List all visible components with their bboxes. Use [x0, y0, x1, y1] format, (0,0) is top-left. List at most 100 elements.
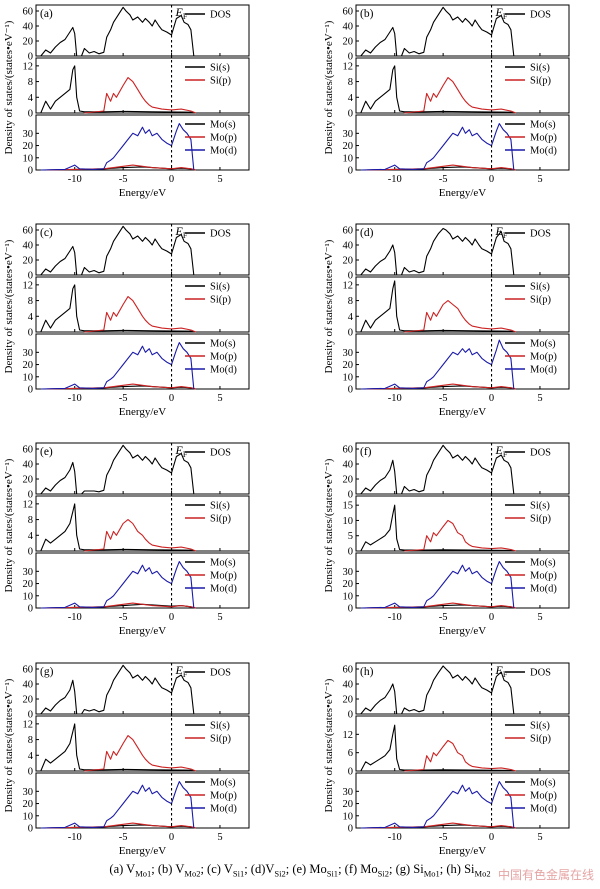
y-tick-label: 10: [343, 591, 354, 602]
y-tick-label: 20: [23, 37, 34, 48]
y-tick-label: 0: [348, 710, 353, 721]
series-line-dos: [40, 444, 195, 495]
y-tick-label: 0: [28, 166, 33, 177]
subplot-frame-b-0: [355, 4, 570, 57]
panel-label: (a): [40, 8, 53, 20]
subplot-frame-f-2: [355, 552, 570, 609]
series-line-sip: [84, 519, 197, 552]
y-tick-label: 40: [343, 22, 354, 33]
subplot-frame-h-2: [355, 772, 570, 829]
x-tick-label: -5: [119, 174, 128, 185]
y-tick-label: 12: [23, 280, 34, 291]
legend-label: Mo(p): [530, 352, 557, 363]
caption-subscript: Mo2: [184, 868, 201, 879]
subplot-frame-c-0: [35, 223, 250, 276]
watermark: 中国有色金属在线: [497, 868, 594, 882]
y-axis-title: Density of states/(states•eV⁻¹): [323, 239, 335, 373]
y-tick-label: 10: [23, 153, 34, 164]
caption-subscript: Mo2: [474, 868, 491, 879]
x-tick-label: -5: [119, 612, 128, 623]
y-tick-label: 60: [23, 7, 34, 18]
x-tick-label: -5: [119, 393, 128, 404]
y-axis-title: Density of states/(states•eV⁻¹): [323, 20, 335, 154]
fermi-label: EF: [495, 224, 508, 240]
legend-label: Si(s): [210, 63, 230, 74]
series-line-sip: [404, 77, 517, 114]
fermi-label: EF: [175, 5, 188, 21]
series-line-mod: [360, 561, 515, 609]
x-tick-label: 5: [217, 393, 222, 404]
y-tick-label: 0: [28, 52, 33, 63]
y-tick-label: 20: [343, 256, 354, 267]
subplot-frame-h-0: [355, 662, 570, 715]
series-line-mod: [360, 339, 515, 390]
series-line-mod: [40, 342, 195, 390]
y-tick-label: 20: [23, 141, 34, 152]
y-tick-label: 20: [23, 475, 34, 486]
fermi-label: EF: [175, 443, 188, 459]
caption-text: ; (d)V: [244, 862, 275, 876]
fermi-label-sub: F: [503, 231, 508, 240]
y-tick-label: 4: [348, 312, 354, 323]
y-tick-label: 30: [23, 567, 34, 578]
x-axis-title: Energy/eV: [119, 845, 167, 857]
y-axis-title: Density of states/(states•eV⁻¹): [323, 458, 335, 592]
x-tick-label: 0: [489, 832, 494, 843]
subplot-frame-e-2: [35, 552, 250, 609]
y-tick-label: 0: [28, 328, 33, 339]
fermi-label: EF: [495, 443, 508, 459]
legend-label: Mo(s): [530, 778, 556, 789]
subplot-frame-e-1: [35, 495, 250, 552]
y-tick-label: 12: [23, 61, 34, 72]
y-tick-label: 0: [348, 271, 353, 282]
x-tick-label: -5: [439, 612, 448, 623]
fermi-label: EF: [495, 5, 508, 21]
series-line-sip: [404, 300, 517, 333]
series-line-sis: [360, 724, 516, 772]
fermi-label: EF: [495, 663, 508, 679]
y-tick-label: 20: [23, 579, 34, 590]
subplot-frame-b-2: [355, 114, 570, 171]
y-tick-label: 8: [348, 296, 353, 307]
legend-label: Si(s): [530, 501, 550, 512]
figure-caption: (a) VMo1; (b) VMo2; (c) VSi1; (d)VSi2; (…: [0, 862, 600, 879]
x-tick-label: 0: [489, 174, 494, 185]
caption-subscript: Mo1: [135, 868, 152, 879]
y-tick-label: 15: [343, 501, 354, 512]
subplot-frame-c-1: [35, 276, 250, 333]
x-tick-label: 5: [537, 174, 542, 185]
y-tick-label: 4: [28, 93, 34, 104]
legend-label: DOS: [530, 668, 551, 679]
y-tick-label: 8: [348, 77, 353, 88]
panel-label: (f): [360, 446, 372, 458]
series-line-mod: [40, 123, 195, 171]
y-tick-label: 30: [23, 129, 34, 140]
y-tick-label: 20: [23, 695, 34, 706]
caption-subscript: Si1: [326, 868, 339, 879]
subplot-frame-g-1: [35, 715, 250, 772]
subplot-frame-a-2: [35, 114, 250, 171]
y-tick-label: 40: [343, 460, 354, 471]
fermi-label-sub: F: [183, 12, 188, 21]
legend-label: Mo(p): [530, 571, 557, 582]
legend-label: Si(s): [210, 721, 230, 732]
x-tick-label: -10: [68, 612, 82, 623]
x-tick-label: 5: [537, 832, 542, 843]
y-tick-label: 0: [348, 385, 353, 396]
series-line-sip: [404, 739, 516, 772]
subplot-frame-f-0: [355, 442, 570, 495]
y-tick-label: 40: [23, 460, 34, 471]
y-tick-label: 0: [348, 490, 353, 501]
y-tick-label: 10: [23, 811, 34, 822]
series-line-sis: [360, 65, 516, 114]
legend-label: Si(p): [210, 734, 232, 745]
y-tick-label: 10: [343, 372, 354, 383]
x-tick-label: -5: [119, 832, 128, 843]
panel-label: (c): [40, 227, 53, 239]
x-tick-label: -5: [439, 174, 448, 185]
x-tick-label: -10: [68, 832, 82, 843]
